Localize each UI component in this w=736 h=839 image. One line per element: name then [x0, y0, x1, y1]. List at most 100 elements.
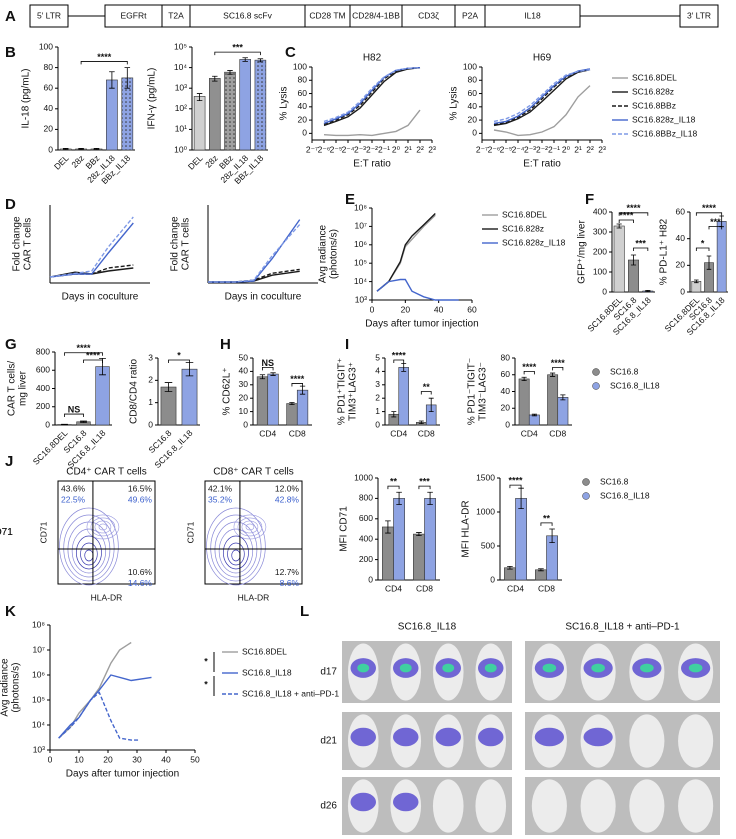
y-tick-label: 80: [298, 75, 308, 85]
bar: [382, 526, 394, 581]
y-tick-label: 10⁷: [354, 221, 367, 231]
error-bar: [418, 420, 424, 425]
signal-core: [484, 663, 497, 673]
significance-label: ****: [619, 210, 634, 220]
significance-bracket: [418, 485, 431, 490]
y-axis-label: CD8/CD4 ratio: [129, 359, 140, 424]
x-tick-label: 30: [132, 754, 142, 764]
line: [208, 224, 301, 283]
y-tick-label: 10⁴: [32, 719, 45, 729]
x-tick-label: 2⁻⁴: [512, 144, 525, 154]
y-axis-label: Fold change: [170, 216, 181, 271]
panel-label: F: [585, 191, 594, 208]
quadrant-label: 14.6%: [128, 578, 153, 588]
signal: [393, 727, 419, 747]
legend-label: SC16.8: [610, 366, 639, 376]
line: [493, 69, 591, 123]
significance-bracket: [523, 371, 535, 375]
bar: [95, 366, 110, 426]
signal: [393, 792, 419, 812]
x-tick-label: 28z: [69, 153, 86, 170]
x-axis-label: HLA-DR: [91, 592, 123, 602]
x-tick-label: 2⁻¹: [548, 144, 560, 154]
error-bar: [401, 362, 407, 372]
y-tick-label: 10³: [33, 744, 45, 754]
significance-bracket: [262, 366, 274, 371]
legend-label: SC16.8BBz_IL18: [632, 128, 697, 138]
y-axis-label: % PD1⁻TIGIT⁻: [467, 358, 478, 425]
panel-label: L: [300, 603, 309, 620]
y-tick-label: 10⁶: [354, 239, 367, 249]
y-tick-label: 100: [39, 41, 53, 51]
y-tick-label: 400: [593, 206, 607, 216]
bar: [209, 78, 221, 151]
bar: [535, 569, 547, 581]
bar: [393, 498, 405, 581]
bar: [193, 96, 206, 151]
significance-label: ****: [76, 343, 91, 353]
x-axis-label: Days in coculture: [225, 292, 302, 303]
line: [493, 68, 591, 125]
line: [49, 264, 134, 278]
contour: [210, 514, 262, 582]
significance-label: ****: [508, 476, 523, 486]
y-tick-label: 200: [36, 401, 50, 411]
legend-label: SC16.8DEL: [242, 646, 287, 656]
legend-label: SC16.8_IL18: [610, 380, 660, 390]
error-bar: [396, 491, 402, 505]
line: [376, 213, 436, 292]
x-tick-label: 2⁻³: [524, 144, 536, 154]
significance-label: NS: [261, 358, 274, 368]
error-bar: [62, 148, 69, 150]
quadrant-label: 10.6%: [128, 567, 153, 577]
significance-bracket: [83, 359, 103, 364]
y-tick-label: 10⁵: [32, 694, 45, 704]
y-axis-label: % PD-L1⁺ H82: [659, 218, 670, 285]
panel-label: G: [5, 336, 17, 353]
segment-label: CD28 TM: [309, 10, 345, 20]
x-tick-label: DEL: [186, 153, 205, 172]
significance-bracket: [695, 212, 723, 216]
error-bar: [164, 382, 173, 392]
x-tick-label: CD4: [385, 583, 402, 593]
significance-label: ****: [97, 52, 112, 62]
y-axis-label: % Lysis: [279, 86, 290, 120]
y-axis-label: MFI HLA-DR: [461, 500, 472, 557]
x-tick-label: CD8: [549, 428, 566, 438]
significance-bracket: [64, 352, 103, 356]
bar: [547, 374, 559, 426]
significance-label: ****: [522, 362, 537, 372]
x-tick-label: CD4: [507, 583, 524, 593]
significance-bracket: [509, 484, 522, 489]
mouse: [629, 714, 665, 768]
row-label: d26: [320, 801, 337, 812]
signal-core: [640, 663, 654, 673]
column-header: SC16.8_IL18: [398, 622, 457, 633]
segment-label: P2A: [462, 10, 478, 20]
legend-label: SC16.8_IL18: [600, 490, 650, 500]
signal-core: [688, 663, 703, 673]
chart-title: H82: [363, 53, 382, 64]
x-tick-label: CD4: [521, 428, 538, 438]
legend-label: SC16.8BBz: [632, 100, 676, 110]
legend-label: SC16.828z_IL18: [632, 114, 696, 124]
column-header: SC16.8_IL18 + anti–PD-1: [565, 622, 680, 633]
contour: [59, 507, 119, 586]
panel-label: B: [5, 44, 16, 61]
y-tick-label: 20: [676, 260, 686, 270]
significance-label: ****: [392, 350, 407, 360]
bar: [613, 225, 625, 293]
error-bar: [428, 397, 434, 412]
y-tick-label: 10⁸: [32, 619, 45, 629]
significance-bracket: [618, 219, 634, 223]
significance-label: *: [204, 656, 208, 666]
y-tick-label: 100: [593, 266, 607, 276]
y-axis-label: TIM3⁻LAG3⁻: [478, 362, 489, 421]
y-tick-label: 10⁶: [32, 669, 45, 679]
y-tick-label: 10²: [175, 103, 187, 113]
error-bar: [93, 148, 100, 150]
x-tick-label: CD4: [390, 428, 407, 438]
panel-label: A: [5, 8, 16, 25]
chart-title: CD8⁺ CAR T cells: [213, 467, 293, 478]
